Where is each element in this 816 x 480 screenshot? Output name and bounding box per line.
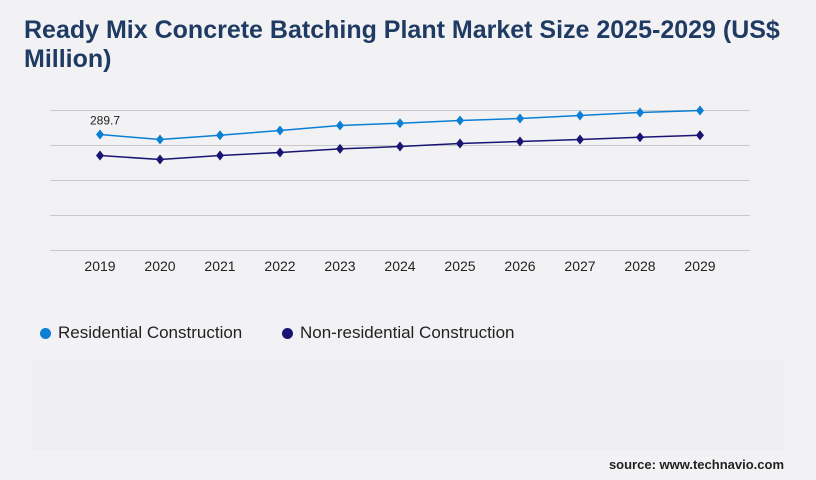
legend-item-non-residential: Non-residential Construction bbox=[282, 323, 515, 343]
data-point bbox=[576, 110, 584, 121]
data-point bbox=[516, 113, 524, 124]
x-tick-label: 2021 bbox=[204, 258, 235, 274]
x-tick-label: 2029 bbox=[684, 258, 715, 274]
legend-label: Residential Construction bbox=[58, 323, 243, 342]
data-point bbox=[216, 130, 224, 141]
data-point bbox=[96, 129, 104, 140]
data-point bbox=[216, 150, 224, 161]
data-point bbox=[636, 107, 644, 118]
data-point bbox=[396, 141, 404, 152]
x-tick-label: 2022 bbox=[264, 258, 295, 274]
data-point bbox=[636, 132, 644, 143]
data-point bbox=[336, 120, 344, 131]
data-point bbox=[156, 134, 164, 145]
data-point bbox=[276, 147, 284, 158]
data-point bbox=[96, 150, 104, 161]
data-point bbox=[156, 154, 164, 165]
x-tick-label: 2026 bbox=[504, 258, 535, 274]
data-point bbox=[576, 134, 584, 145]
chart-title: Ready Mix Concrete Batching Plant Market… bbox=[24, 16, 780, 73]
data-point bbox=[516, 136, 524, 147]
background-panel bbox=[32, 360, 784, 450]
data-label: 289.7 bbox=[90, 113, 120, 127]
data-point bbox=[696, 130, 704, 141]
x-tick-label: 2025 bbox=[444, 258, 475, 274]
data-point bbox=[336, 143, 344, 154]
data-point bbox=[456, 138, 464, 149]
x-tick-label: 2023 bbox=[324, 258, 355, 274]
x-tick-label: 2020 bbox=[144, 258, 175, 274]
x-tick-label: 2027 bbox=[564, 258, 595, 274]
data-point bbox=[456, 115, 464, 126]
source-note: source: www.technavio.com bbox=[608, 457, 784, 472]
data-point bbox=[696, 105, 704, 116]
data-point bbox=[276, 125, 284, 136]
legend-label: Non-residential Construction bbox=[300, 323, 515, 342]
legend-item-residential: Residential Construction bbox=[40, 323, 242, 343]
legend-marker-residential-icon bbox=[40, 327, 51, 339]
x-tick-label: 2028 bbox=[624, 258, 655, 274]
x-tick-label: 2019 bbox=[84, 258, 115, 274]
data-point bbox=[396, 118, 404, 129]
line-chart: 2019 2020 2021 2022 2023 2024 2025 2026 2027 2028… bbox=[50, 105, 750, 274]
x-tick-label: 2024 bbox=[384, 258, 415, 274]
legend-marker-non-residential-icon bbox=[282, 327, 293, 339]
